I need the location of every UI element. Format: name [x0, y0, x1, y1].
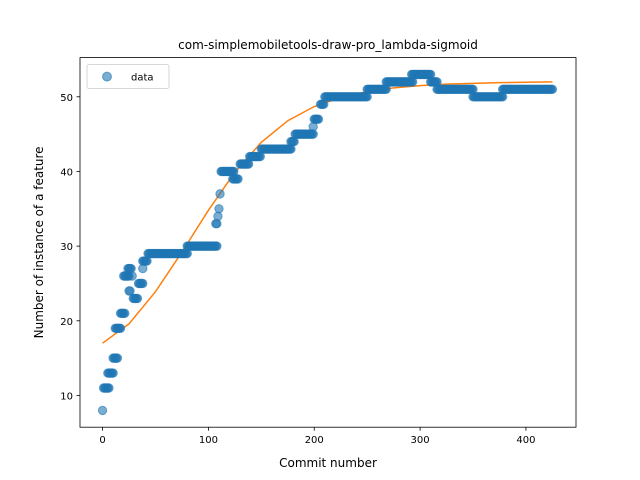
data-point — [127, 271, 137, 281]
legend-marker-data — [102, 71, 112, 82]
y-axis-ticks: 10 20 30 40 50 — [60, 93, 80, 402]
data-point — [120, 308, 130, 319]
data-point — [233, 174, 243, 184]
x-tick-label: 200 — [305, 435, 324, 446]
legend-box — [86, 64, 170, 89]
y-tick-label: 30 — [60, 242, 73, 253]
legend-label-data: data — [131, 73, 154, 84]
data-point — [112, 353, 123, 363]
data-point — [104, 383, 114, 393]
y-tick-label: 40 — [60, 167, 73, 178]
y-tick-label: 20 — [60, 317, 73, 328]
plot-frame — [79, 57, 577, 428]
data-points-layer — [97, 69, 558, 416]
x-tick-label: 100 — [199, 435, 218, 446]
data-point — [108, 368, 118, 378]
data-point — [214, 204, 224, 214]
data-point — [313, 114, 324, 124]
data-point — [132, 293, 143, 304]
x-tick-label: 400 — [516, 435, 535, 446]
data-point — [97, 405, 108, 416]
x-axis-label: Commit number — [279, 456, 377, 470]
data-point — [215, 189, 225, 199]
x-tick-label: 300 — [411, 435, 430, 446]
chart-title: com-simplemobiletools-draw-pro_lambda-si… — [178, 38, 478, 52]
data-point — [212, 241, 222, 251]
data-point — [547, 84, 558, 95]
legend: data — [86, 64, 170, 89]
y-tick-label: 10 — [60, 391, 73, 402]
data-point — [138, 278, 148, 289]
y-axis-label: Number of instance of a feature — [32, 146, 46, 338]
x-axis-ticks: 0 100 200 300 400 — [99, 427, 535, 446]
y-tick-label: 50 — [60, 93, 73, 104]
data-point — [115, 323, 126, 333]
x-tick-label: 0 — [99, 435, 105, 446]
plot-area — [80, 57, 576, 428]
